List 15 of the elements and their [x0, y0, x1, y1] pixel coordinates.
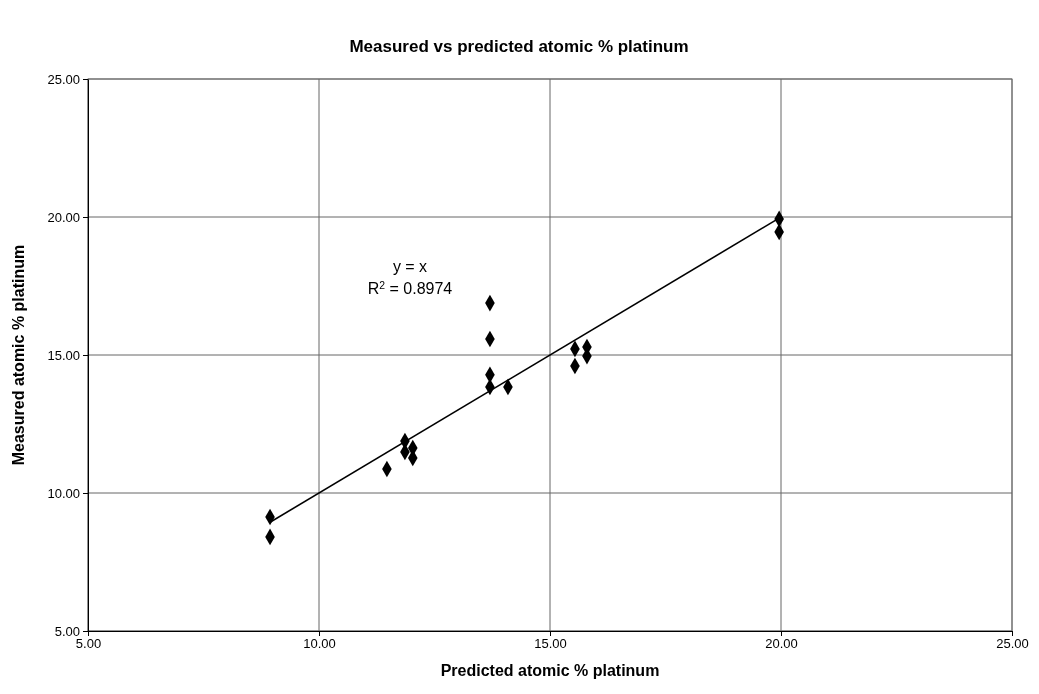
x-tick-label: 10.00 — [303, 636, 336, 652]
y-tick-label: 5.00 — [54, 623, 80, 639]
x-tick-label: 5.00 — [75, 636, 102, 652]
x-tick-label: 15.00 — [534, 636, 567, 652]
y-tick-label: 20.00 — [47, 209, 80, 225]
y-tick-label: 10.00 — [47, 485, 80, 501]
x-axis-title: Predicted atomic % platinum — [440, 662, 660, 679]
x-tick-label: 20.00 — [765, 636, 798, 652]
chart-title: Measured vs predicted atomic % platinum — [349, 37, 689, 56]
annotation: y = x — [392, 258, 428, 275]
y-tick-label: 25.00 — [47, 71, 80, 87]
annotation: R$^{2}$ = 0.8974 — [367, 279, 453, 297]
y-tick-label: 15.00 — [47, 347, 80, 363]
y-axis-title: Measured atomic % platinum — [10, 244, 27, 466]
x-tick-label: 25.00 — [996, 636, 1029, 652]
